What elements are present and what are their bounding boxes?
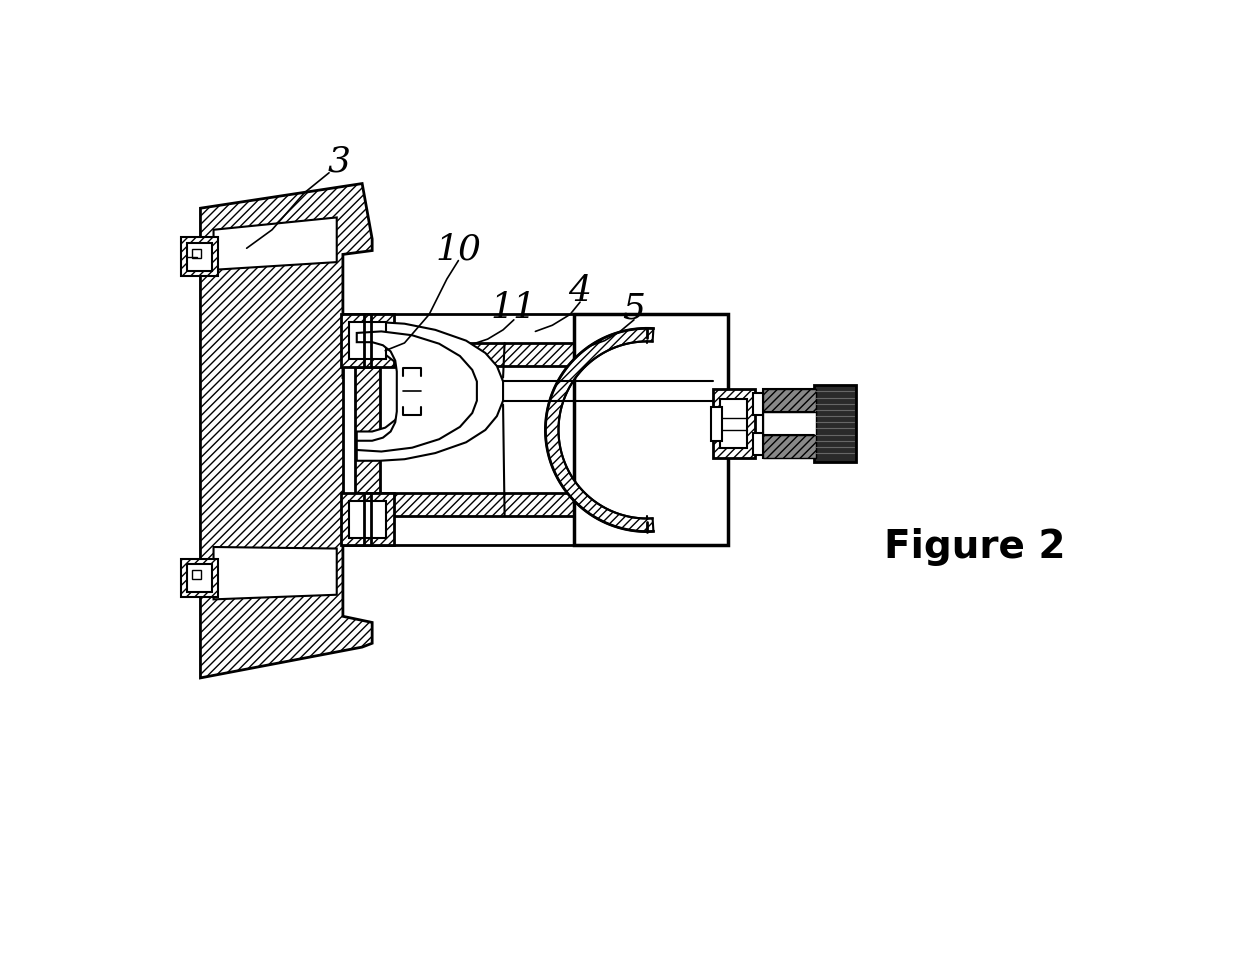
Bar: [181, 559, 218, 597]
Bar: [350, 501, 386, 538]
Bar: [815, 385, 857, 462]
Text: 11: 11: [491, 291, 537, 325]
Bar: [192, 249, 201, 259]
Bar: [341, 315, 394, 367]
Bar: [181, 237, 218, 276]
Text: 5: 5: [622, 291, 646, 325]
Bar: [763, 389, 816, 414]
Polygon shape: [357, 331, 477, 452]
Bar: [366, 343, 713, 366]
Polygon shape: [213, 547, 337, 599]
Text: 4: 4: [569, 274, 591, 309]
Text: 3: 3: [327, 145, 351, 179]
Text: 10: 10: [435, 232, 481, 266]
Polygon shape: [357, 322, 503, 460]
Bar: [720, 400, 748, 449]
Bar: [754, 393, 765, 415]
Bar: [574, 315, 728, 545]
Bar: [763, 412, 816, 435]
Polygon shape: [201, 183, 372, 677]
Bar: [754, 433, 765, 455]
Bar: [350, 322, 386, 359]
Text: Figure 2: Figure 2: [884, 528, 1065, 566]
Bar: [763, 389, 816, 458]
Polygon shape: [343, 315, 713, 545]
Polygon shape: [213, 217, 337, 270]
Bar: [366, 493, 713, 516]
Bar: [187, 243, 212, 270]
Polygon shape: [546, 328, 653, 532]
Bar: [192, 570, 201, 579]
Bar: [711, 407, 722, 441]
Bar: [341, 493, 394, 545]
Bar: [187, 564, 212, 592]
Bar: [713, 389, 755, 458]
Bar: [355, 367, 379, 493]
Bar: [763, 434, 816, 458]
